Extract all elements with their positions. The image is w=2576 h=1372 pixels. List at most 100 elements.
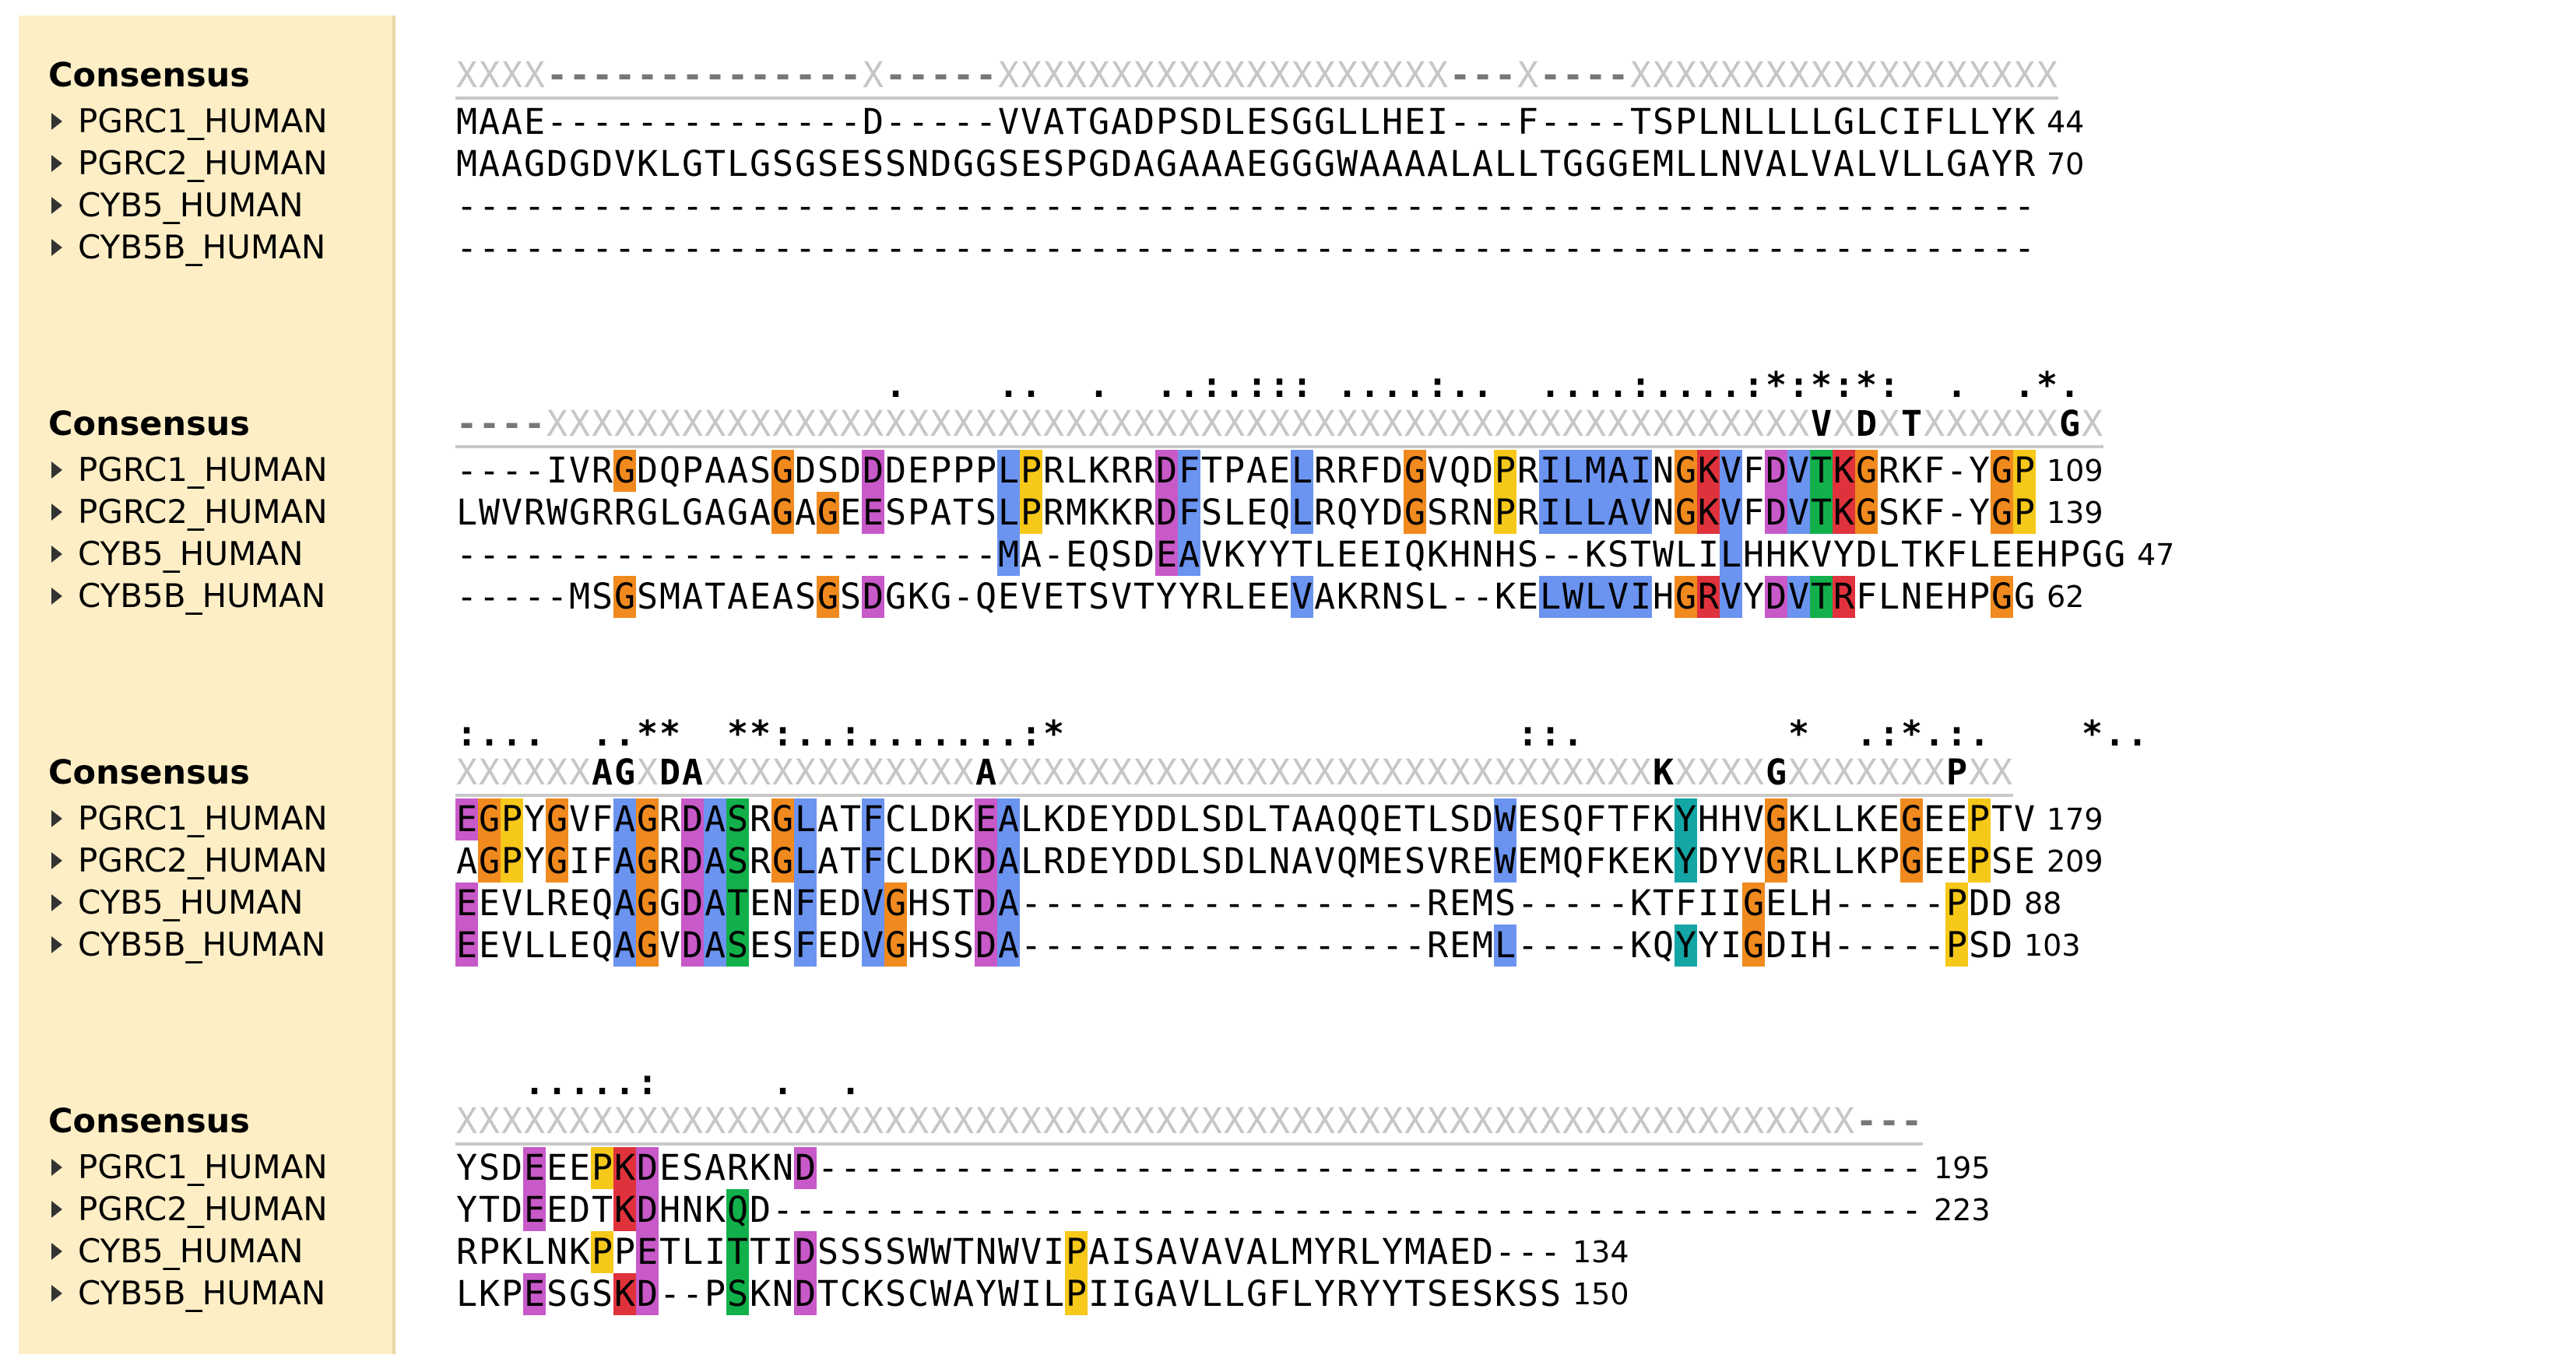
- expand-arrow-icon[interactable]: [51, 112, 62, 130]
- residue: D: [1471, 1231, 1494, 1272]
- sequence-row: EGPYGVFAGRDASRGLATFCLDKEALKDEYDDLSDLTAAQ…: [455, 798, 2036, 840]
- consensus-residue: X: [478, 752, 501, 793]
- consensus-residue: G: [2058, 403, 2081, 444]
- residue: V: [1742, 840, 1765, 882]
- sequence-label[interactable]: CYB5_HUMAN: [51, 185, 304, 226]
- sequence-label[interactable]: CYB5B_HUMAN: [51, 925, 325, 965]
- sequence-label[interactable]: PGRC1_HUMAN: [51, 450, 328, 490]
- conservation-symbol: .: [1178, 364, 1200, 405]
- residue: Y: [1720, 840, 1742, 882]
- residue: -: [1155, 925, 1178, 966]
- residue: -: [1900, 227, 1923, 268]
- conservation-symbol: [1133, 713, 1155, 755]
- residue: -: [794, 185, 817, 226]
- residue: -: [1539, 1189, 1562, 1230]
- residue: F: [591, 798, 613, 840]
- residue: P: [1223, 450, 1246, 491]
- residue: G: [1765, 840, 1787, 883]
- conservation-symbol: .: [997, 713, 1020, 754]
- sequence-label[interactable]: PGRC2_HUMAN: [51, 143, 328, 184]
- sequence-row: MAAE--------------D-----VVATGADPSDLESGGL…: [455, 101, 2036, 143]
- residue: D: [636, 1189, 659, 1231]
- sequence-label[interactable]: CYB5B_HUMAN: [51, 576, 325, 616]
- consensus-residue: X: [1629, 54, 1652, 96]
- residue: -: [1200, 925, 1223, 966]
- sequence-label[interactable]: PGRC1_HUMAN: [51, 1147, 328, 1188]
- residue: G: [930, 576, 952, 617]
- consensus-residue: X: [1358, 752, 1381, 793]
- expand-arrow-icon[interactable]: [51, 893, 62, 911]
- expand-arrow-icon[interactable]: [51, 154, 62, 172]
- sequence-label[interactable]: PGRC1_HUMAN: [51, 798, 328, 839]
- sequence-label[interactable]: CYB5B_HUMAN: [51, 227, 325, 268]
- residue: A: [1471, 143, 1494, 184]
- expand-arrow-icon[interactable]: [51, 461, 62, 479]
- expand-arrow-icon[interactable]: [51, 587, 62, 605]
- residue: R: [1042, 492, 1065, 533]
- residue: T: [1652, 883, 1675, 924]
- residue: D: [1133, 101, 1155, 142]
- residue: D: [794, 1231, 817, 1273]
- residue: P: [478, 1231, 501, 1272]
- residue: L: [1020, 798, 1042, 840]
- conservation-row: :... ..** **:..:.......:* ::. * .:*.:. *…: [455, 713, 2149, 755]
- residue: G: [771, 450, 794, 492]
- sequence-label[interactable]: PGRC2_HUMAN: [51, 492, 328, 532]
- consensus-residue: -: [568, 54, 591, 96]
- residue: L: [1810, 840, 1833, 882]
- residue: -: [501, 576, 523, 617]
- consensus-residue: X: [1404, 1100, 1426, 1142]
- residue: R: [1042, 840, 1065, 882]
- residue: H: [1381, 101, 1404, 142]
- residue: K: [862, 1273, 884, 1314]
- expand-arrow-icon[interactable]: [51, 851, 62, 869]
- expand-arrow-icon[interactable]: [51, 196, 62, 214]
- residue: S: [862, 1231, 884, 1272]
- consensus-residue: X: [1878, 403, 1900, 444]
- consensus-residue: -: [681, 54, 704, 96]
- consensus-residue: X: [1336, 752, 1358, 793]
- expand-arrow-icon[interactable]: [51, 238, 62, 256]
- sequence-label[interactable]: PGRC1_HUMAN: [51, 101, 328, 142]
- residue: -: [1991, 227, 2013, 268]
- residue: E: [1991, 534, 2013, 575]
- residue: S: [1088, 576, 1110, 617]
- consensus-residue: X: [884, 403, 907, 444]
- residue: M: [1652, 143, 1675, 184]
- sequence-position-count: 88: [2024, 886, 2062, 921]
- conservation-symbol: [1584, 713, 1607, 755]
- sequence-label[interactable]: PGRC2_HUMAN: [51, 840, 328, 881]
- sequence-label[interactable]: CYB5_HUMAN: [51, 534, 304, 574]
- residue: -: [1426, 227, 1449, 268]
- residue: D: [501, 1189, 523, 1230]
- sequence-label[interactable]: CYB5B_HUMAN: [51, 1273, 325, 1314]
- expand-arrow-icon[interactable]: [51, 1158, 62, 1176]
- residue: V: [568, 798, 591, 840]
- consensus-residue: X: [952, 403, 975, 444]
- expand-arrow-icon[interactable]: [51, 935, 62, 953]
- residue: P: [1494, 492, 1516, 534]
- residue: K: [1833, 450, 1855, 492]
- expand-arrow-icon[interactable]: [51, 1284, 62, 1302]
- expand-arrow-icon[interactable]: [51, 1200, 62, 1218]
- sequence-label[interactable]: PGRC2_HUMAN: [51, 1189, 328, 1230]
- expand-arrow-icon[interactable]: [51, 545, 62, 563]
- residue: -: [1607, 101, 1629, 142]
- residue: H: [1765, 534, 1787, 575]
- consensus-residue: X: [1833, 54, 1855, 96]
- expand-arrow-icon[interactable]: [51, 1242, 62, 1260]
- conservation-symbol: [1042, 364, 1065, 406]
- conservation-symbol: .: [2126, 713, 2149, 754]
- sequence-label[interactable]: CYB5_HUMAN: [51, 883, 304, 923]
- residue: L: [1336, 101, 1358, 142]
- residue: A: [1110, 101, 1133, 142]
- conservation-symbol: .: [1923, 713, 1945, 754]
- residue: Y: [523, 798, 546, 840]
- residue: -: [1855, 883, 1878, 924]
- sequence-name: PGRC1_HUMAN: [78, 102, 328, 140]
- expand-arrow-icon[interactable]: [51, 503, 62, 521]
- conservation-symbol: [1110, 713, 1133, 755]
- sequence-label[interactable]: CYB5_HUMAN: [51, 1231, 304, 1272]
- consensus-residue: X: [1426, 752, 1449, 793]
- expand-arrow-icon[interactable]: [51, 809, 62, 827]
